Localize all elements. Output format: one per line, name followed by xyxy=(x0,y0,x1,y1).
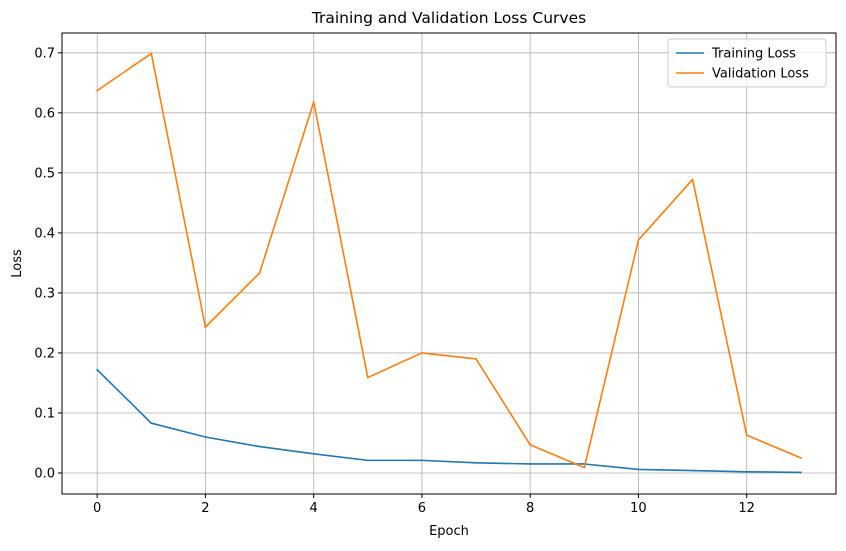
training-loss-point xyxy=(745,470,748,473)
y-tick-label: 0.4 xyxy=(34,226,55,241)
training-loss-point xyxy=(691,469,694,472)
validation-loss-point xyxy=(312,101,315,103)
validation-loss-point xyxy=(583,466,586,469)
training-loss-legend-label: Training Loss xyxy=(711,47,796,62)
y-axis-title: Loss xyxy=(10,249,25,278)
legend: Training Loss Validation Loss xyxy=(667,38,827,88)
x-tick-label: 0 xyxy=(93,501,101,516)
validation-loss-point xyxy=(745,434,748,437)
y-tick-label: 0.5 xyxy=(34,166,55,181)
training-loss-point xyxy=(799,471,802,474)
y-axis-ticks: 0.0 0.1 0.2 0.3 0.4 0.5 0.6 0.7 xyxy=(34,46,62,481)
training-loss-point xyxy=(258,445,261,448)
validation-loss-point xyxy=(421,352,423,354)
validation-loss-point xyxy=(366,376,369,379)
validation-loss-point xyxy=(204,326,207,329)
validation-loss-point xyxy=(799,457,802,459)
training-loss-point xyxy=(529,463,532,465)
y-tick-label: 0.2 xyxy=(34,346,55,361)
validation-loss-point xyxy=(529,443,532,446)
training-loss-point xyxy=(637,468,640,471)
x-tick-label: 4 xyxy=(310,501,318,516)
training-loss-point xyxy=(475,461,477,464)
training-loss-point xyxy=(421,459,423,462)
validation-loss-point xyxy=(637,239,640,241)
validation-loss-point xyxy=(96,89,99,92)
series-lines xyxy=(96,52,802,474)
x-axis-title: Epoch xyxy=(429,524,469,539)
training-loss-point xyxy=(312,452,315,455)
y-tick-label: 0.3 xyxy=(34,286,55,301)
x-axis-ticks: 0 2 4 6 8 10 12 xyxy=(93,494,755,516)
y-tick-label: 0.6 xyxy=(34,106,55,121)
y-tick-label: 0.0 xyxy=(34,466,55,481)
validation-loss-point xyxy=(475,358,477,360)
x-tick-label: 2 xyxy=(201,501,209,516)
x-tick-label: 6 xyxy=(418,501,426,516)
y-tick-label: 0.1 xyxy=(34,406,55,421)
x-tick-label: 10 xyxy=(630,501,647,516)
legend-box xyxy=(667,38,827,88)
chart-title: Training and Validation Loss Curves xyxy=(311,9,586,27)
validation-loss-line xyxy=(96,52,802,469)
validation-loss-point xyxy=(150,52,153,55)
validation-loss-legend-label: Validation Loss xyxy=(712,67,809,82)
training-loss-point xyxy=(96,368,99,371)
x-tick-label: 8 xyxy=(526,501,534,516)
training-loss-point xyxy=(204,436,207,438)
y-tick-label: 0.7 xyxy=(34,46,55,61)
validation-loss-point xyxy=(691,178,694,181)
plot-frame xyxy=(61,32,837,495)
grid-lines xyxy=(62,33,836,494)
training-loss-point xyxy=(366,459,369,462)
validation-loss-point xyxy=(258,272,261,275)
x-tick-label: 12 xyxy=(738,501,755,516)
training-loss-line xyxy=(96,368,802,474)
training-loss-point xyxy=(150,422,153,425)
